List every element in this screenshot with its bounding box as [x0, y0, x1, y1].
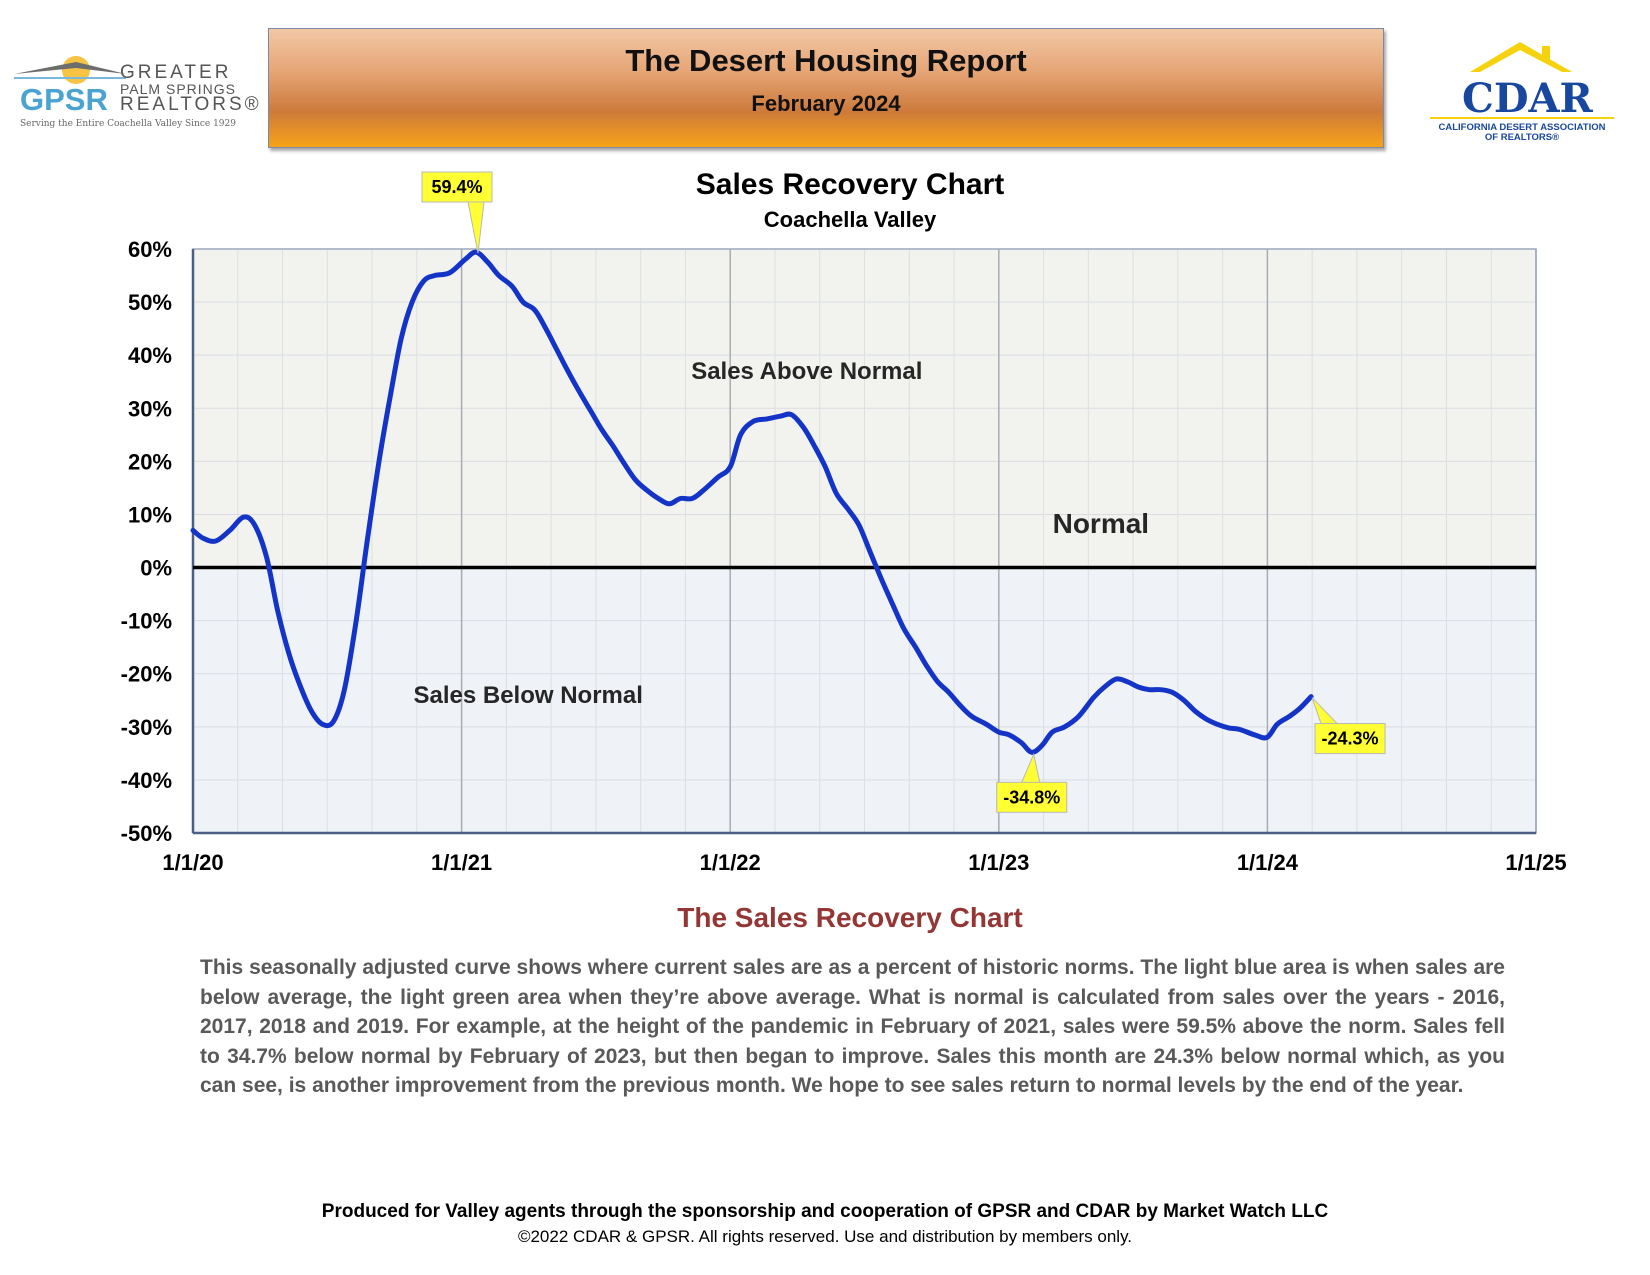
gpsr-logo-tagline: Serving the Entire Coachella Valley Sinc… — [20, 119, 236, 129]
y-tick-label: 50% — [128, 290, 172, 315]
cdar-house-roof-icon — [1430, 42, 1614, 119]
y-tick-label: -40% — [121, 768, 172, 793]
footer-copyright: ©2022 CDAR & GPSR. All rights reserved. … — [517, 1227, 1133, 1246]
callout-pointer — [1311, 697, 1338, 724]
data-callout: -34.8% — [996, 752, 1068, 813]
gpsr-logo-letters: GPSR — [20, 82, 108, 117]
series-layer — [190, 249, 1314, 755]
region-label: Sales Above Normal — [691, 358, 922, 385]
chart-axes — [191, 248, 1537, 835]
gpsr-logo: GPSR GREATER PALM SPRINGS REALTORS® Serv… — [14, 52, 259, 132]
cdar-logo-subtitle-2: OF REALTORS® — [1484, 132, 1560, 143]
report-title: The Desert Housing Report — [625, 43, 1027, 78]
report-date: February 2024 — [751, 91, 901, 116]
annotation-layer: 59.4% -34.8% -24.3% — [421, 171, 1386, 813]
gpsr-logo-word-realtors: REALTORS® — [120, 94, 262, 115]
x-tick-label: 1/1/25 — [1505, 850, 1566, 875]
callout-box — [421, 171, 493, 203]
callout-pointer — [1021, 752, 1041, 783]
chart-subtitle: Coachella Valley — [763, 207, 937, 232]
callout-label: -24.3% — [1322, 729, 1379, 749]
cdar-logo: CDAR CALIFORNIA DESERT ASSOCIATION OF RE… — [1422, 38, 1622, 148]
report-header-banner: The Desert Housing Report February 2024 — [268, 28, 1384, 148]
gpsr-sun-roof-icon — [14, 56, 126, 84]
y-tick-label: 40% — [128, 343, 172, 368]
y-tick-label: 60% — [128, 237, 172, 262]
callout-label: 59.4% — [431, 177, 482, 197]
x-tick-label: 1/1/20 — [162, 850, 223, 875]
description-heading: The Sales Recovery Chart — [677, 902, 1023, 933]
y-tick-label: -20% — [121, 662, 172, 687]
y-tick-label: -10% — [121, 609, 172, 634]
y-tick-label: 0% — [140, 556, 172, 581]
sales-recovery-chart: 60% 50% 40% 30% 20% 10% 0% -10% -20% -30% -40% -50%… — [121, 171, 1567, 875]
y-tick-label: 10% — [128, 502, 172, 527]
cdar-logo-letters: CDAR — [1462, 75, 1593, 122]
sales-recovery-line — [190, 249, 1314, 755]
x-tick-label: 1/1/24 — [1237, 850, 1299, 875]
data-callout: -24.3% — [1311, 697, 1386, 755]
y-tick-label: -30% — [121, 715, 172, 740]
region-label: Normal — [1053, 508, 1149, 539]
callout-box — [1314, 723, 1386, 755]
region-label: Sales Below Normal — [413, 682, 642, 709]
x-tick-label: 1/1/22 — [700, 850, 761, 875]
x-tick-label: 1/1/21 — [431, 850, 492, 875]
data-callout: 59.4% — [421, 171, 493, 254]
y-tick-label: -50% — [121, 821, 172, 846]
callout-box — [996, 781, 1068, 813]
chart-title: Sales Recovery Chart — [695, 168, 1005, 201]
tick-labels: 60% 50% 40% 30% 20% 10% 0% -10% -20% -30% -40% -50%… — [121, 237, 1567, 875]
gpsr-logo-word-greater: GREATER — [120, 62, 232, 83]
region-labels: Sales Above Normal Normal Sales Below Norm… — [413, 358, 1149, 709]
callout-pointer — [467, 201, 485, 254]
gpsr-logo-word-palm-springs: PALM SPRINGS — [120, 81, 236, 97]
footer-credit: Produced for Valley agents through the s… — [321, 1201, 1329, 1222]
y-tick-label: 30% — [128, 396, 172, 421]
y-tick-label: 20% — [128, 449, 172, 474]
x-tick-label: 1/1/23 — [968, 850, 1029, 875]
callout-label: -34.8% — [1003, 787, 1060, 807]
cdar-logo-subtitle-1: CALIFORNIA DESERT ASSOCIATION — [1438, 122, 1606, 133]
description-body: This seasonally adjusted curve shows whe… — [200, 956, 1505, 1097]
